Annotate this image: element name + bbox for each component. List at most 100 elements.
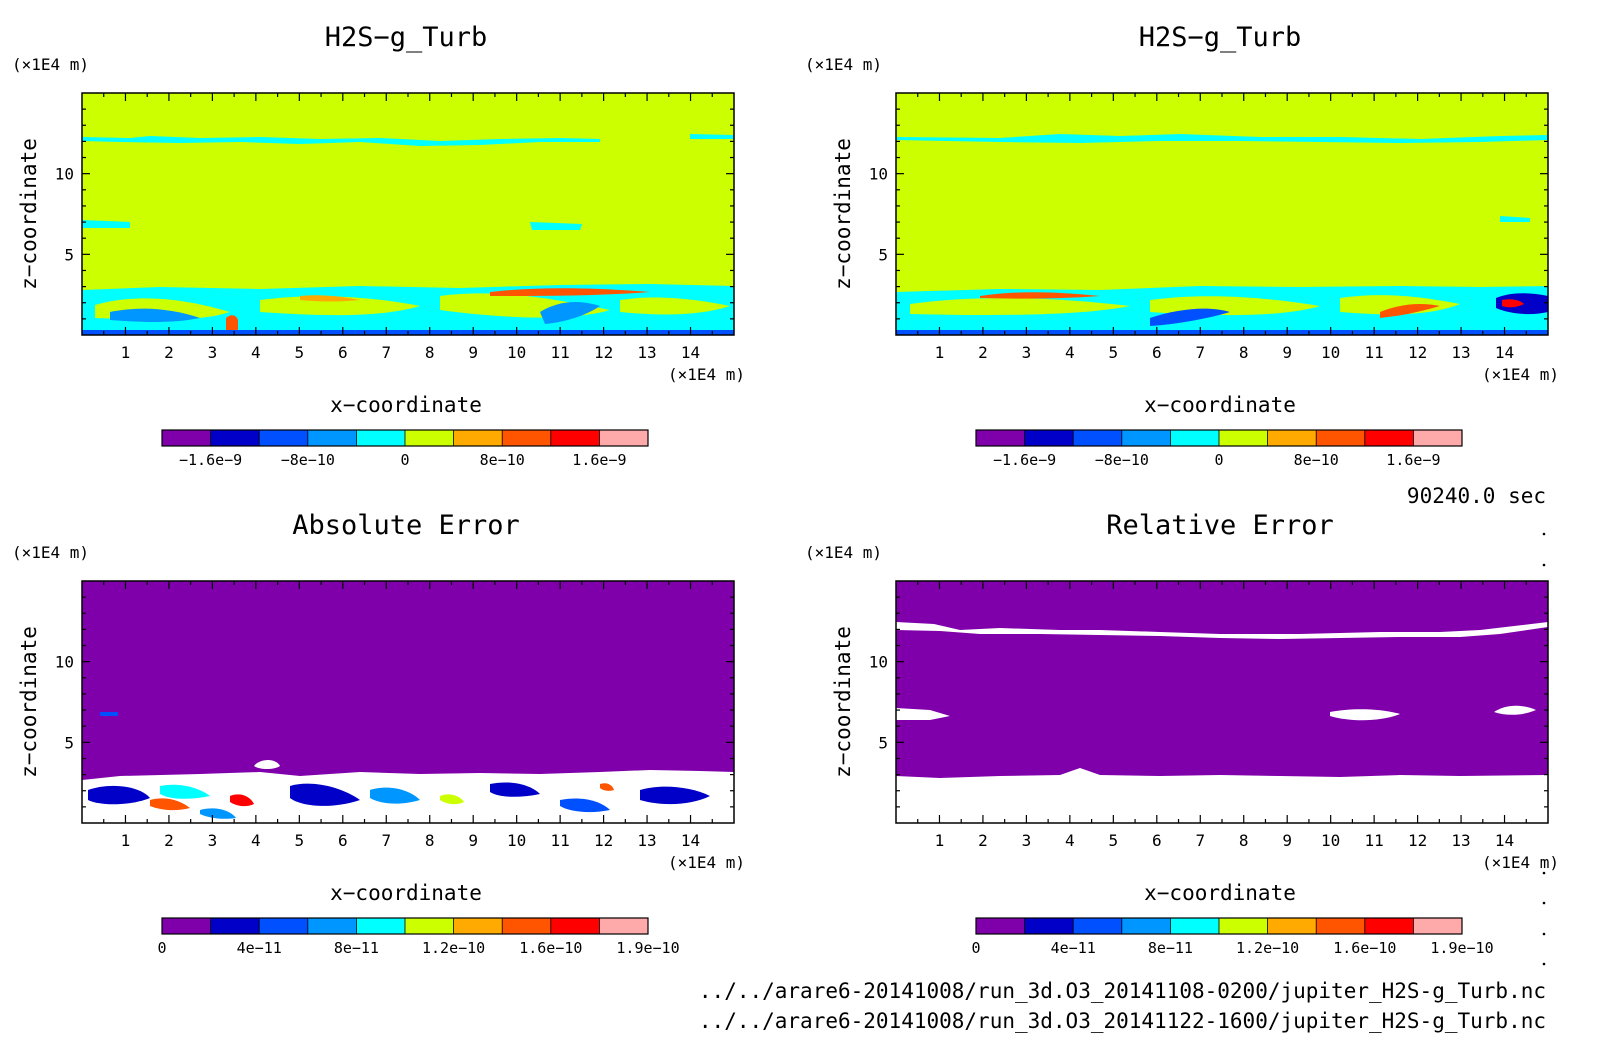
colorbar-swatch (259, 918, 308, 934)
x-tick-label: 4 (1065, 831, 1075, 850)
colorbar-swatch (1364, 430, 1414, 446)
colorbar-swatch (1316, 918, 1365, 934)
colorbar-swatch (210, 430, 260, 446)
colorbar-label: 1.6e−9 (572, 451, 626, 469)
y-tick-label: 5 (64, 733, 74, 752)
x-tick-label: 2 (978, 343, 988, 362)
colorbar-swatch (356, 918, 405, 934)
source-file-1: ../../arare6-20141008/run_3d.O3_20141108… (699, 979, 1546, 1003)
colorbar-label: 1.6e−9 (1386, 451, 1440, 469)
colorbar-swatch (1024, 430, 1074, 446)
x-tick-label: 3 (1022, 831, 1032, 850)
source-file-2: ../../arare6-20141008/run_3d.O3_20141122… (699, 1009, 1546, 1033)
panel-title: H2S−g_Turb (325, 22, 488, 53)
contour-upper (82, 136, 600, 146)
contour-upper (896, 134, 1548, 143)
colorbar-swatch (307, 430, 357, 446)
x-tick-label: 8 (425, 343, 435, 362)
x-tick-label: 12 (594, 831, 613, 850)
contour-lower-orange-2 (1380, 304, 1440, 318)
panel-title: Absolute Error (292, 510, 520, 541)
y-tick-label: 5 (64, 245, 74, 264)
x-tick-label: 14 (1495, 343, 1514, 362)
contour-lower-eddy-2 (260, 296, 420, 316)
colorbar-label: 0 (400, 451, 409, 469)
y-axis-label: z−coordinate (17, 138, 41, 290)
y-tick-label: 10 (55, 653, 74, 672)
y-tick-label: 10 (869, 653, 888, 672)
colorbar: 0 4e−11 8e−11 1.2e−10 1.6e−10 1.9e−10 (157, 917, 680, 957)
colorbar-swatch (1413, 430, 1462, 446)
x-tick-label: 1 (935, 343, 945, 362)
heatmap-field (896, 93, 1548, 335)
x-tick-label: 5 (1109, 831, 1119, 850)
x-tick-label: 2 (164, 831, 174, 850)
colorbar-label: 4e−11 (237, 939, 282, 957)
x-tick-label: 6 (1152, 343, 1162, 362)
colorbar-swatch (405, 918, 454, 934)
colorbar-label: 4e−11 (1051, 939, 1096, 957)
colorbar-swatch (162, 918, 211, 934)
x-tick-label: 4 (251, 343, 261, 362)
colorbar-swatch (976, 918, 1025, 934)
x-tick-label: 7 (1195, 831, 1205, 850)
x-tick-label: 11 (1365, 343, 1384, 362)
x-tick-label: 1 (935, 831, 945, 850)
x-tick-label: 13 (1451, 831, 1470, 850)
x-tick-label: 13 (1451, 343, 1470, 362)
x-tick-label: 5 (1109, 343, 1119, 362)
colorbar-swatch (210, 918, 260, 934)
colorbar-swatch (1121, 430, 1171, 446)
colorbar-label: 8e−10 (480, 451, 525, 469)
colorbar-swatch (502, 918, 551, 934)
contour-lower-blue-1 (110, 308, 200, 322)
colorbar-swatch (1170, 918, 1219, 934)
colorbar-swatch (550, 430, 600, 446)
x-axis-label: x−coordinate (330, 393, 482, 417)
x-tick-label: 7 (381, 831, 391, 850)
colorbar-swatch (550, 918, 600, 934)
x-tick-label: 12 (1408, 831, 1427, 850)
contour-lower-orange (490, 288, 650, 296)
heatmap-field (82, 581, 734, 823)
contour-lower-orange (980, 292, 1100, 299)
panel-bottom-right: Relative Error (×1E4 m) 1 2 3 4 5 6 7 8 9 10 11 12 1… (805, 510, 1559, 957)
contour-white-bubble-right (1494, 705, 1536, 715)
contour-lower-eddy-3 (1340, 295, 1460, 315)
x-tick-label: 10 (507, 343, 526, 362)
colorbar-label: −1.6e−9 (993, 451, 1056, 469)
colorbar-swatch (1364, 918, 1414, 934)
colorbar-swatch (162, 430, 211, 446)
colorbar-swatch (1316, 430, 1365, 446)
edge-dots (1542, 532, 1546, 966)
colorbar-swatch (1121, 918, 1171, 934)
x-tick-label: 9 (1282, 343, 1292, 362)
colorbar-label: 0 (157, 939, 166, 957)
x-tick-label: 12 (1408, 343, 1427, 362)
x-tick-label: 6 (1152, 831, 1162, 850)
colorbar-label: 8e−11 (334, 939, 379, 957)
colorbar-label: −8e−10 (1095, 451, 1149, 469)
colorbar-swatch (405, 430, 454, 446)
x-unit-label: (×1E4 m) (1482, 365, 1559, 384)
y-unit-label: (×1E4 m) (805, 543, 882, 562)
panel-title: Relative Error (1106, 510, 1334, 541)
x-tick-label: 10 (507, 831, 526, 850)
x-tick-label: 1 (121, 343, 131, 362)
x-tick-label: 2 (164, 343, 174, 362)
y-tick-label: 10 (55, 165, 74, 184)
contour-white-bubble-left (896, 708, 950, 720)
colorbar-swatch (599, 430, 648, 446)
panel-title: H2S−g_Turb (1139, 22, 1302, 53)
colorbar-swatch (1024, 918, 1074, 934)
y-unit-label: (×1E4 m) (12, 543, 89, 562)
colorbar-swatch (1073, 918, 1122, 934)
x-tick-label: 8 (1239, 831, 1249, 850)
x-tick-label: 5 (295, 831, 305, 850)
contour-white-gap-top (896, 622, 1548, 639)
contour-noise-8 (560, 798, 610, 813)
contour-noise-6 (230, 794, 254, 807)
x-tick-label: 14 (681, 831, 700, 850)
colorbar-swatch (356, 430, 405, 446)
